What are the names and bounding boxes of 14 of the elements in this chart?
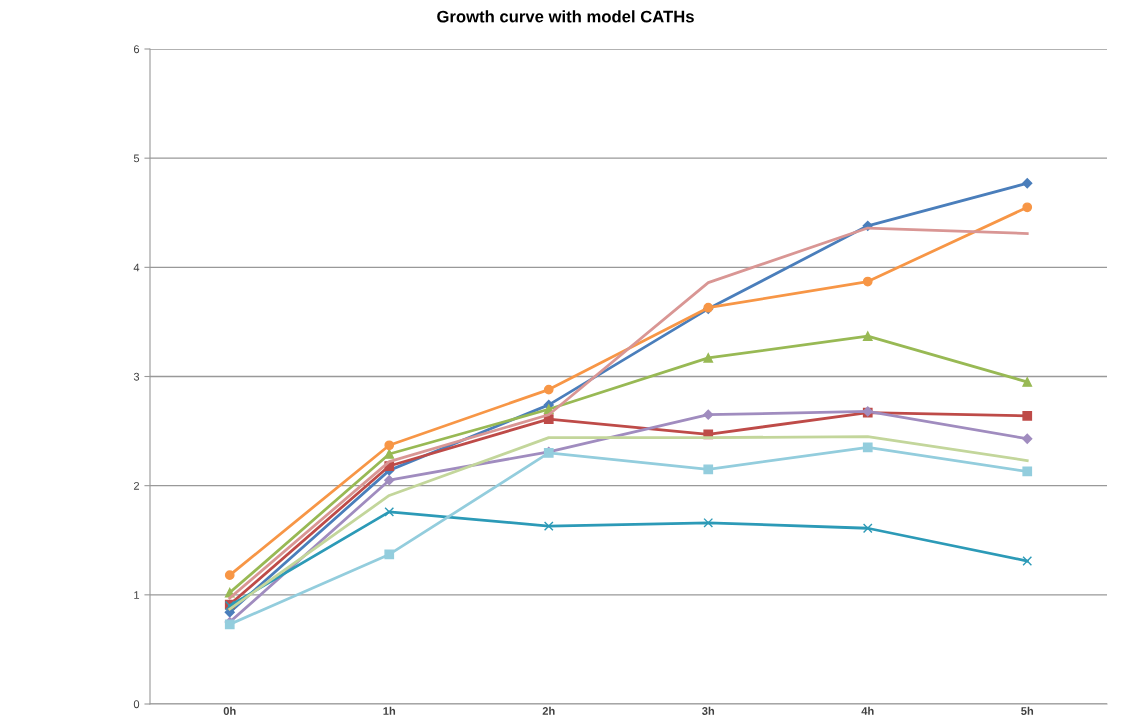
y-tick-label: 3 [133, 372, 140, 381]
y-tick-label: 2 [133, 481, 140, 490]
y-tick-label: 4 [133, 263, 140, 272]
y-tick-label: 1 [134, 591, 140, 599]
chart-title: Growth curve with model CATHs [437, 10, 694, 23]
y-tick-label: 0 [133, 700, 140, 709]
x-tick-label: 5h [1021, 706, 1034, 715]
x-tick-label: 4h [861, 706, 874, 715]
x-tick-label: 2h [542, 706, 555, 715]
x-tick-label: 3h [702, 706, 715, 715]
y-tick-label: 6 [133, 45, 140, 54]
y-tick-label: 5 [133, 154, 140, 163]
x-tick-label: 1h [383, 706, 396, 715]
x-tick-label: 0h [223, 706, 236, 715]
